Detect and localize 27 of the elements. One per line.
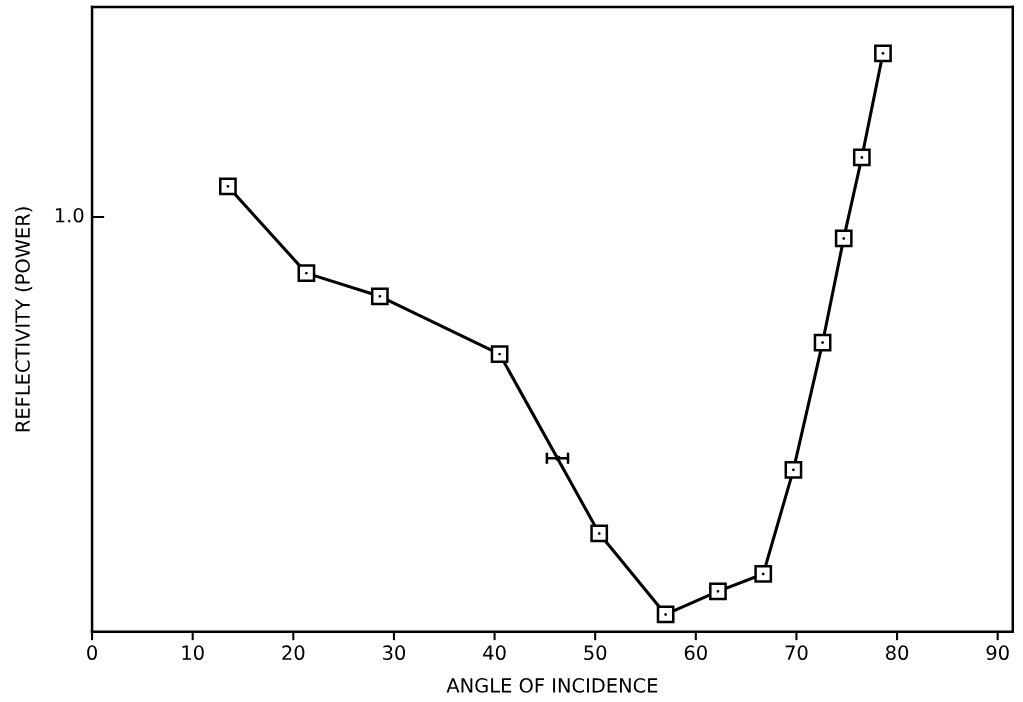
x-tick-label: 20 (282, 645, 305, 661)
x-tick-label: 30 (383, 645, 406, 661)
x-tick-label: 80 (886, 645, 909, 661)
point (784, 460, 803, 479)
point (656, 605, 675, 624)
point (874, 44, 892, 63)
point (490, 345, 509, 364)
x-tick-label: 0 (87, 645, 97, 661)
point (852, 148, 871, 167)
point (219, 177, 237, 196)
x-tick-label: 60 (684, 645, 707, 661)
x-tick-label: 40 (483, 645, 506, 661)
x-tick-label: 70 (785, 645, 808, 661)
x-tick-label: 50 (584, 645, 607, 661)
x-tick-label: 10 (182, 645, 204, 661)
point (297, 264, 316, 283)
point (834, 229, 853, 248)
point (813, 333, 832, 352)
text: 1.0 (55, 207, 84, 223)
point (754, 565, 773, 583)
y-axis-title: REFLECTIVITY (POWER) (14, 207, 33, 432)
point (590, 524, 609, 543)
x-axis-title: ANGLE OF INCIDENCE (446, 678, 658, 693)
x-tick-label: 90 (986, 645, 1009, 661)
point (555, 455, 561, 462)
point (709, 582, 727, 601)
point (370, 287, 389, 306)
